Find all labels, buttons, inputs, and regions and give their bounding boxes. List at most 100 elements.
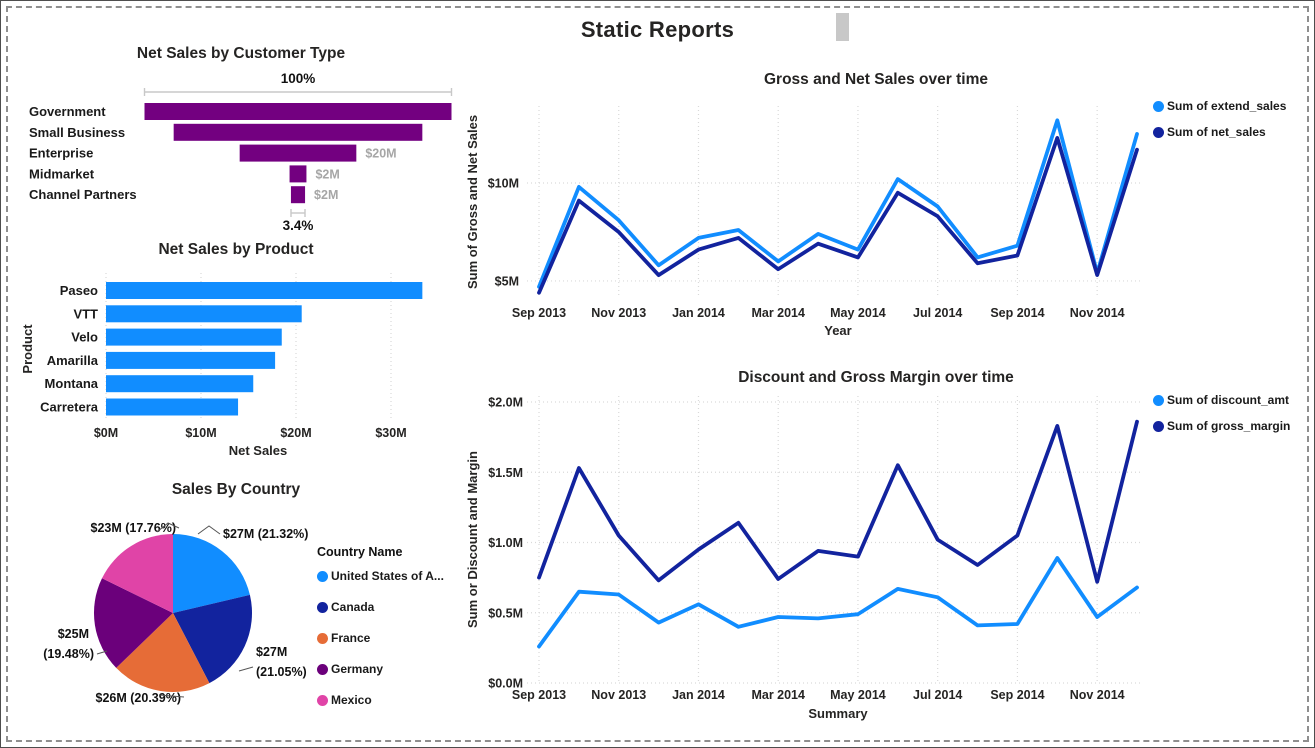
svg-text:$26M (20.39%): $26M (20.39%) (96, 691, 181, 705)
svg-text:$1.0M: $1.0M (488, 536, 523, 550)
legend-label: Sum of extend_sales (1167, 99, 1287, 113)
funnel-bar-midmarket[interactable] (289, 165, 307, 183)
pie-slice-canada[interactable] (173, 594, 252, 684)
line-series-sum-of-discount-amt[interactable] (537, 556, 1139, 649)
line2-chart-title: Discount and Gross Margin over time (738, 369, 1014, 386)
bar-plot[interactable]: Paseo VTT Velo Amarilla Montana Carretera $0M $… (20, 261, 461, 463)
legend-item-sum-of-net-sales[interactable]: Sum of net_sales (1153, 125, 1286, 139)
bar-carretera[interactable] (106, 398, 239, 416)
legend-item-germany[interactable]: Germany (317, 662, 444, 676)
legend-item-sum-of-gross-margin[interactable]: Sum of gross_margin (1153, 419, 1290, 433)
svg-text:Midmarket: Midmarket (29, 166, 95, 181)
bar-chart-title: Net Sales by Product (158, 241, 314, 258)
svg-text:May 2014: May 2014 (830, 306, 886, 320)
svg-text:$2M: $2M (314, 188, 338, 202)
svg-text:$1.5M: $1.5M (488, 466, 523, 480)
svg-text:$27M: $27M (256, 645, 287, 659)
pie-chart-sales-by-country[interactable]: Sales By Country $27M (21.32%) $27M (21.05… (21, 471, 466, 741)
funnel-bar-small-business[interactable] (173, 123, 423, 141)
funnel-bar-government[interactable] (144, 103, 452, 120)
svg-text:Channel Partners: Channel Partners (29, 187, 137, 202)
svg-text:(21.05%): (21.05%) (256, 665, 307, 679)
legend-item-canada[interactable]: Canada (317, 600, 444, 614)
svg-text:Enterprise: Enterprise (29, 146, 93, 161)
svg-text:Sum of Gross and Net Sales: Sum of Gross and Net Sales (465, 115, 480, 289)
legend-label: Germany (331, 662, 384, 676)
legend-dot (317, 694, 328, 706)
funnel-bar-enterprise[interactable] (239, 144, 357, 162)
legend-item-united-states-of-a[interactable]: United States of A... (317, 569, 444, 583)
svg-text:$10M: $10M (488, 176, 519, 190)
svg-text:Sep 2014: Sep 2014 (990, 306, 1044, 320)
legend-item-sum-of-extend-sales[interactable]: Sum of extend_sales (1153, 99, 1286, 113)
svg-text:Jul 2014: Jul 2014 (913, 306, 962, 320)
pie-legend-title: Country Name (317, 545, 403, 559)
svg-text:3.4%: 3.4% (283, 218, 314, 233)
legend-label: France (331, 631, 371, 645)
legend-label: Sum of gross_margin (1167, 419, 1291, 433)
legend-dot (1153, 126, 1164, 138)
svg-text:$20M: $20M (365, 147, 396, 161)
svg-text:$23M (17.76%): $23M (17.76%) (91, 521, 176, 535)
svg-text:$0.0M: $0.0M (488, 677, 523, 691)
svg-text:Jan 2014: Jan 2014 (672, 688, 725, 702)
svg-text:Nov 2014: Nov 2014 (1070, 688, 1125, 702)
svg-text:Sep 2013: Sep 2013 (512, 306, 566, 320)
bar-vtt[interactable] (106, 305, 302, 323)
bar-velo[interactable] (106, 328, 282, 346)
svg-text:May 2014: May 2014 (830, 688, 886, 702)
line2-plot[interactable]: $0.0M $0.5M $1.0M $1.5M $2.0M Sep 2013 Nov 201… (461, 383, 1315, 733)
bar-chart-net-sales-by-product[interactable]: Net Sales by Product Paseo VTT Velo Amarill… (20, 241, 461, 463)
svg-text:Jan 2014: Jan 2014 (672, 306, 725, 320)
svg-text:$5M: $5M (495, 274, 519, 288)
bar-amarilla[interactable] (106, 351, 276, 369)
svg-text:Nov 2014: Nov 2014 (1070, 306, 1125, 320)
svg-text:(19.48%): (19.48%) (43, 647, 94, 661)
svg-text:Product: Product (20, 324, 35, 374)
line-chart-discount-and-gross-margin[interactable]: Discount and Gross Margin over time $0.0… (461, 361, 1315, 736)
line-chart-gross-and-net-sales[interactable]: Gross and Net Sales over time $5M $10M Sep… (461, 63, 1315, 355)
line-series-sum-of-gross-margin[interactable] (537, 419, 1139, 584)
report-title: Static Reports (580, 17, 735, 42)
svg-text:Nov 2013: Nov 2013 (591, 688, 646, 702)
svg-text:Mar 2014: Mar 2014 (751, 306, 805, 320)
legend-label: United States of A... (331, 569, 444, 583)
funnel-bar-channel-partners[interactable] (290, 186, 306, 204)
funnel-plot[interactable]: 100% Government Small Business Enterprise $2… (21, 67, 461, 243)
svg-text:Nov 2013: Nov 2013 (591, 306, 646, 320)
legend-dot (317, 663, 328, 675)
legend-label: Sum of net_sales (1167, 125, 1266, 139)
svg-text:Montana: Montana (45, 376, 99, 391)
svg-text:Sep 2014: Sep 2014 (990, 688, 1044, 702)
funnel-chart-net-sales-by-customer-type[interactable]: Net Sales by Customer Type 100% Governmen… (21, 45, 461, 241)
line1-plot[interactable]: $5M $10M Sep 2013 Nov 2013 Jan 2014 Mar 2014 M… (461, 93, 1315, 345)
legend-dot (1153, 394, 1164, 406)
legend-dot (1153, 420, 1164, 432)
bar-montana[interactable] (106, 375, 254, 393)
line1-chart-title: Gross and Net Sales over time (764, 71, 988, 88)
pie-slice-united-states-of-a[interactable] (173, 534, 250, 613)
legend-dot (317, 601, 328, 613)
svg-text:$2M: $2M (315, 167, 339, 181)
legend-item-mexico[interactable]: Mexico (317, 693, 444, 707)
line-series-sum-of-extend-sales[interactable] (537, 118, 1139, 289)
legend-item-sum-of-discount-amt[interactable]: Sum of discount_amt (1153, 393, 1290, 407)
bar-paseo[interactable] (106, 282, 423, 299)
svg-text:$25M: $25M (58, 627, 89, 641)
svg-text:VTT: VTT (73, 306, 98, 321)
pie-slice-france[interactable] (116, 613, 210, 692)
scrollbar-thumb[interactable] (836, 13, 849, 41)
svg-text:Sum or Discount and Margin: Sum or Discount and Margin (465, 451, 480, 628)
svg-text:$30M: $30M (375, 426, 406, 440)
legend-item-france[interactable]: France (317, 631, 444, 645)
line-series-sum-of-net-sales[interactable] (537, 136, 1139, 295)
pie-plot[interactable]: $27M (21.32%) $27M (21.05%) $26M (20.39%) $2… (21, 471, 466, 741)
svg-text:$2.0M: $2.0M (488, 396, 523, 410)
pie-slice-mexico[interactable] (102, 534, 173, 613)
pie-slice-germany[interactable] (93, 578, 173, 668)
svg-text:Sep 2013: Sep 2013 (512, 688, 566, 702)
line2-legend: Sum of discount_amt Sum of gross_margin (1153, 393, 1290, 445)
svg-text:Amarilla: Amarilla (47, 353, 99, 368)
svg-text:Government: Government (29, 104, 106, 119)
